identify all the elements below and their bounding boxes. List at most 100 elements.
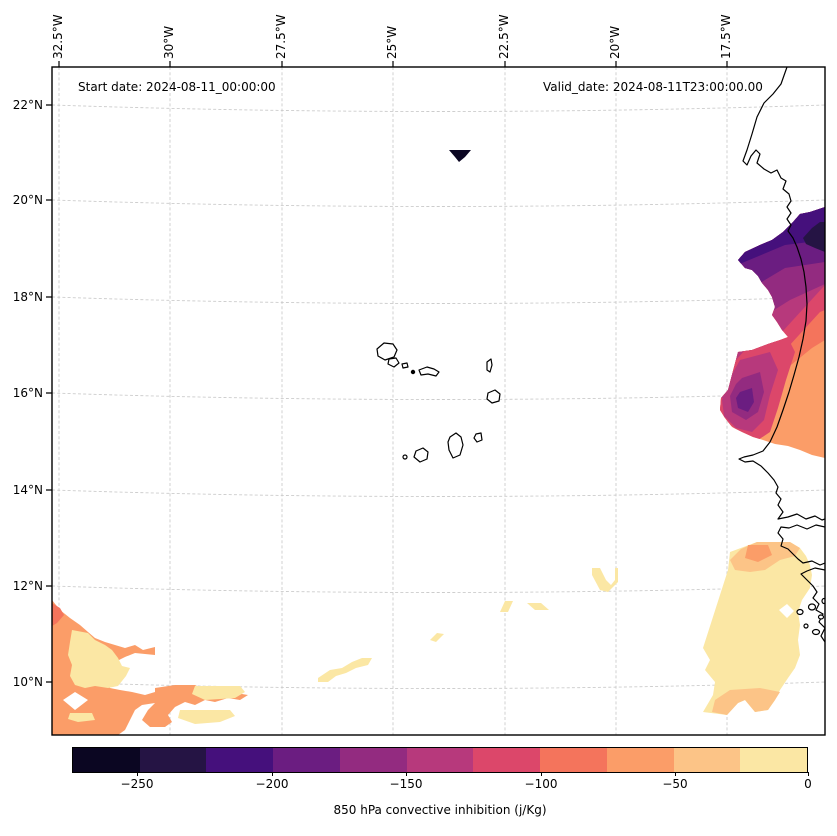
- contour-small-patches: [318, 150, 618, 682]
- colorbar-tick-label: −50: [662, 777, 688, 791]
- lat-tick-label: 20°N: [12, 193, 43, 207]
- contour-patch: [500, 601, 513, 612]
- island-sao-nicolau: [418, 366, 440, 377]
- island-sao-vicente: [387, 357, 400, 368]
- gridline-parallel: [52, 296, 825, 304]
- contour-hole: [779, 604, 794, 618]
- lat-tick-label: 12°N: [12, 579, 43, 593]
- contour-band: [703, 542, 812, 715]
- island-sal: [486, 358, 493, 373]
- colorbar-segment: [673, 748, 741, 772]
- colorbar-segment: [540, 748, 607, 772]
- colorbar-segment: [206, 748, 274, 772]
- lon-tick-label: 17.5°W: [719, 14, 733, 59]
- islet: [410, 369, 416, 375]
- island-boa-vista: [486, 389, 501, 404]
- colorbar-label: 850 hPa convective inhibition (j/Kg): [333, 803, 547, 817]
- lon-tick-label: 22.5°W: [497, 14, 511, 59]
- start-date-annotation: Start date: 2024-08-11_00:00:00: [78, 80, 276, 94]
- island: [796, 608, 804, 616]
- island: [821, 597, 825, 605]
- lon-tick-label: 32.5°W: [51, 14, 65, 59]
- contour-pocket-core: [736, 388, 754, 412]
- gridline-parallel: [52, 681, 825, 689]
- colorbar-segment: [273, 748, 340, 772]
- colorbar-tick: [137, 772, 139, 776]
- map-contents: [52, 67, 825, 735]
- colorbar-tick-label: −200: [255, 777, 289, 791]
- colorbar-tick-label: −100: [524, 777, 558, 791]
- lon-tick-label: 20°W: [608, 25, 622, 59]
- valid-date-annotation: Valid_date: 2024-08-11T23:00:00.00: [543, 80, 763, 94]
- colorbar-tick-label: 0: [804, 777, 812, 791]
- gridline-parallel: [52, 199, 825, 207]
- island: [807, 603, 817, 611]
- colorbar-tick: [272, 772, 274, 776]
- top-axis-ticks: [58, 61, 728, 67]
- contour-band: [745, 545, 772, 562]
- contour-band: [68, 713, 95, 722]
- lat-tick-label: 16°N: [12, 386, 43, 400]
- island: [811, 628, 821, 636]
- coastline-west-africa: [738, 67, 825, 521]
- island: [817, 614, 825, 620]
- gridline-parallel: [52, 585, 825, 593]
- colorbar-segment: [740, 748, 808, 772]
- contour-patch: [592, 568, 618, 592]
- colorbar-tick: [541, 772, 543, 776]
- left-axis-ticks: [46, 104, 52, 683]
- cape-verde-islands: [376, 342, 501, 463]
- colorbar-segment: [406, 748, 474, 772]
- island-santa-luzia: [401, 362, 409, 369]
- contour-band: [192, 686, 245, 700]
- gridline-parallel: [52, 392, 825, 400]
- contour-band: [52, 603, 64, 626]
- contour-region-coastal-max: [720, 207, 825, 458]
- lat-tick-label: 10°N: [12, 675, 43, 689]
- lon-tick-label: 30°W: [162, 25, 176, 59]
- colorbar-tick: [808, 772, 810, 776]
- lon-tick-label: 25°W: [385, 25, 399, 59]
- contour-region-senegal: [703, 542, 812, 715]
- contour-band-darkest-core: [803, 222, 825, 252]
- colorbar-segment: [606, 748, 674, 772]
- lon-tick-label: 27.5°W: [274, 14, 288, 59]
- island-maio: [473, 432, 483, 443]
- colorbar-tick-label: −150: [389, 777, 423, 791]
- colorbar-tick: [675, 772, 677, 776]
- contour-hole: [63, 692, 88, 710]
- graticule: [52, 67, 825, 735]
- axis-ticks: [46, 61, 728, 683]
- island-fogo: [413, 447, 429, 463]
- colorbar-segment: [139, 748, 207, 772]
- coastline-casamance-guinea: [800, 567, 825, 643]
- island-santiago: [447, 432, 464, 459]
- colorbar-segment: [339, 748, 407, 772]
- contour-band: [712, 688, 780, 715]
- lat-tick-label: 18°N: [12, 290, 43, 304]
- contour-band: [68, 630, 130, 688]
- island: [803, 623, 809, 629]
- gridline-parallel: [52, 489, 825, 497]
- contour-patch: [430, 633, 444, 642]
- contour-spot-strong: [449, 150, 471, 162]
- colorbar: [72, 747, 808, 773]
- lat-tick-label: 14°N: [12, 483, 43, 497]
- coastlines: [376, 67, 825, 643]
- bijagos-islands: [796, 597, 825, 636]
- lat-tick-label: 22°N: [12, 98, 43, 112]
- plot-border: [51, 66, 826, 736]
- colorbar-tick: [406, 772, 408, 776]
- colorbar-tick-label: −250: [120, 777, 154, 791]
- island-brava: [402, 454, 408, 460]
- coastline-gambia-south: [777, 524, 825, 566]
- gridline-parallel: [52, 104, 825, 112]
- contour-band: [178, 710, 235, 724]
- contour-region-southwest: [52, 600, 248, 735]
- contour-patch: [318, 658, 372, 682]
- island-santo-antao: [376, 342, 398, 361]
- contour-patch: [527, 603, 549, 610]
- colorbar-segment: [73, 748, 140, 772]
